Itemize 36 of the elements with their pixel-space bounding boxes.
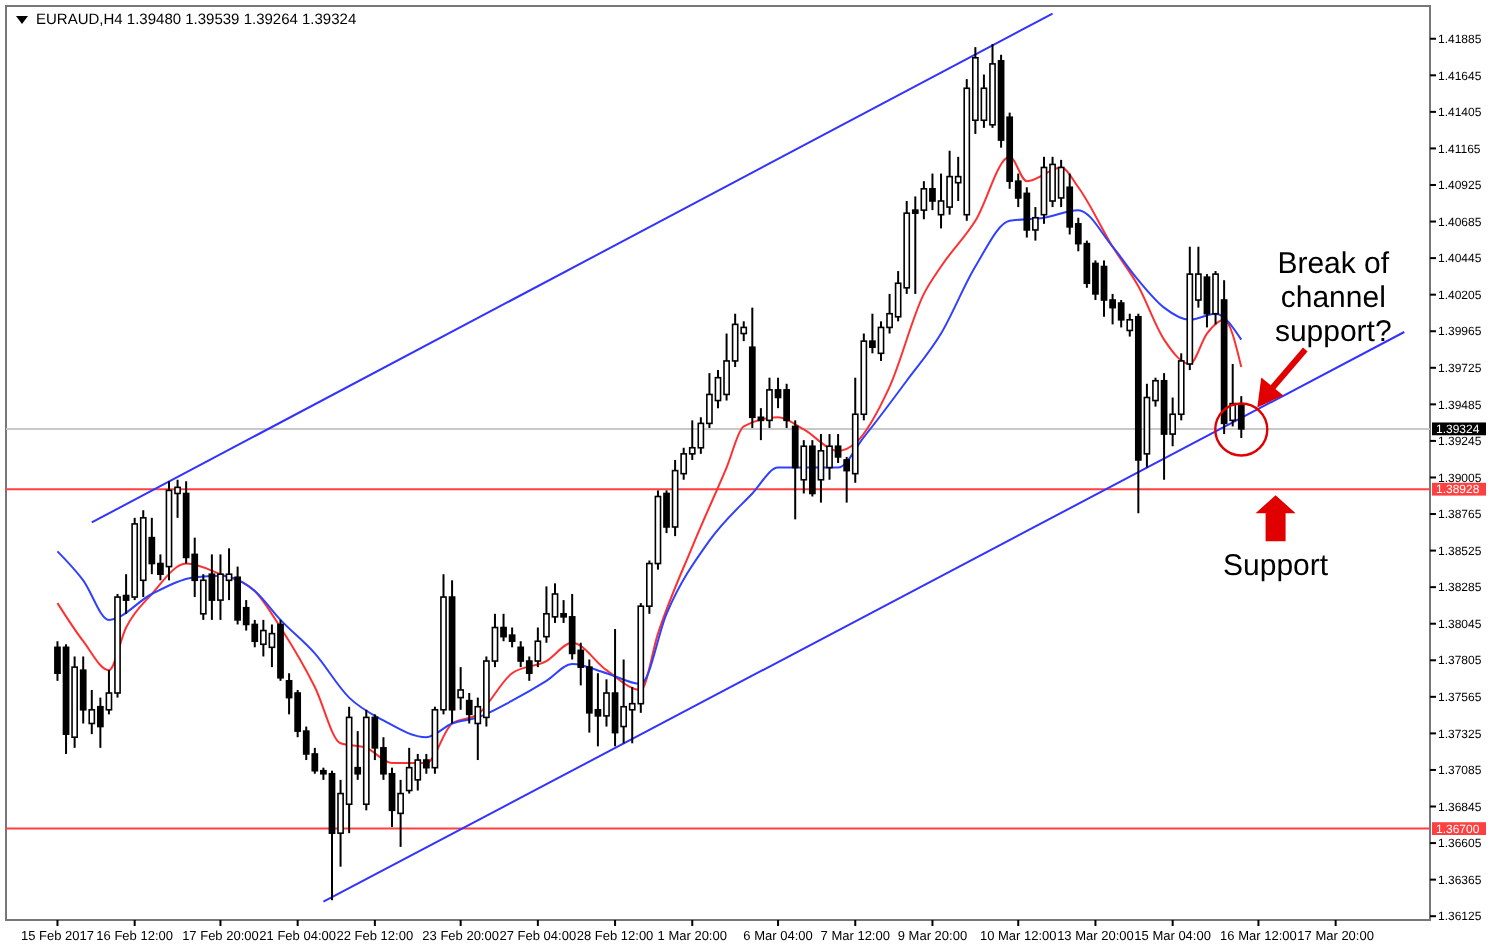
candlestick <box>594 672 602 748</box>
candlestick <box>508 626 516 649</box>
annotation: Break of channel support? <box>1274 247 1392 350</box>
candlestick <box>208 553 216 621</box>
candlestick <box>543 585 550 644</box>
candlestick <box>929 172 936 212</box>
candlestick <box>791 419 799 521</box>
candlestick <box>1203 273 1211 329</box>
candlestick <box>405 746 413 795</box>
candlestick <box>603 678 610 728</box>
candlestick <box>834 433 842 464</box>
candlestick <box>568 593 576 661</box>
candlestick <box>1237 395 1245 440</box>
candlestick <box>259 618 267 658</box>
candlestick <box>911 195 919 295</box>
candlestick <box>465 692 473 725</box>
candlestick <box>148 516 156 576</box>
annotation: Support <box>1223 549 1330 584</box>
candlestick <box>534 626 542 669</box>
candlestick <box>808 439 816 498</box>
candlestick <box>585 658 593 734</box>
candlestick <box>920 180 928 221</box>
candlestick <box>1100 259 1108 318</box>
candlestick <box>517 640 525 669</box>
candlestick <box>1066 172 1074 236</box>
candlestick <box>1023 186 1031 239</box>
candlestick <box>414 752 422 792</box>
candlestick <box>96 696 104 749</box>
candlestick <box>397 778 404 848</box>
candlestick <box>783 382 790 429</box>
candlestick <box>1117 299 1125 329</box>
candlestick <box>826 433 833 481</box>
candlestick <box>620 658 628 745</box>
candlestick <box>217 553 224 621</box>
candlestick <box>817 433 825 504</box>
candlestick <box>766 376 773 429</box>
